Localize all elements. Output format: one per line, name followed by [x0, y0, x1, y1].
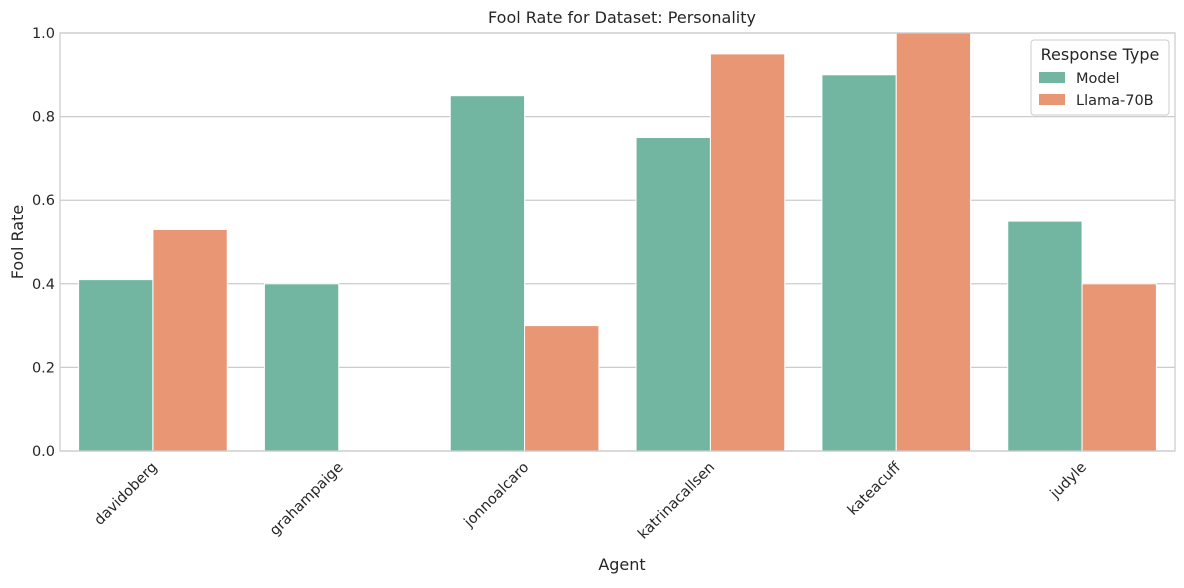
legend: Response Type Model Llama-70B	[1030, 39, 1170, 116]
legend-title: Response Type	[1041, 45, 1160, 64]
y-tick-label: 1.0	[32, 26, 55, 42]
bar-model-jonnoalcaro	[449, 95, 526, 452]
bar-llama-70b-davidoberg	[152, 228, 228, 452]
x-tick-label: grahampaige	[267, 459, 347, 539]
bars	[78, 32, 1157, 452]
bar-model-grahampaige	[263, 283, 340, 452]
chart-title: Fool Rate for Dataset: Personality	[488, 8, 756, 27]
x-axis-ticks: davidoberg grahampaige jonnoalcaro katrinac…	[92, 459, 1090, 543]
bar-llama-70b-jonnoalcaro	[524, 325, 600, 452]
x-tick-label: kateacuff	[845, 459, 905, 519]
y-tick-label: 0.0	[32, 444, 55, 460]
y-axis-ticks: 0.0 0.2 0.4 0.6 0.8 1.0	[32, 26, 55, 460]
x-tick-label: davidoberg	[92, 460, 161, 529]
x-tick-label: jonnoalcaro	[461, 459, 533, 531]
y-tick-label: 0.8	[32, 110, 55, 126]
bar-model-judyle	[1007, 220, 1083, 452]
x-tick-label: judyle	[1047, 459, 1090, 502]
y-tick-label: 0.6	[32, 193, 55, 209]
plot-frame	[59, 32, 1176, 452]
bar-model-katrinacallsen	[635, 137, 711, 452]
legend-swatch	[1039, 72, 1065, 83]
legend-swatch	[1039, 94, 1065, 105]
x-tick-label: katrinacallsen	[635, 460, 718, 543]
bar-llama-70b-kateacuff	[895, 32, 972, 452]
legend-box	[1030, 39, 1170, 116]
bar-model-davidoberg	[78, 279, 154, 452]
bar-llama-70b-katrinacallsen	[709, 53, 786, 452]
y-axis-label: Fool Rate	[8, 205, 27, 279]
bar-llama-70b-judyle	[1081, 283, 1157, 452]
legend-entries: Model Llama-70B	[1039, 71, 1154, 109]
legend-entry-label: Llama-70B	[1076, 93, 1154, 109]
y-tick-label: 0.4	[32, 277, 55, 293]
legend-entry-label: Model	[1076, 71, 1120, 87]
x-axis-label: Agent	[598, 555, 645, 574]
y-tick-label: 0.2	[32, 360, 55, 376]
bar-model-kateacuff	[821, 74, 897, 452]
